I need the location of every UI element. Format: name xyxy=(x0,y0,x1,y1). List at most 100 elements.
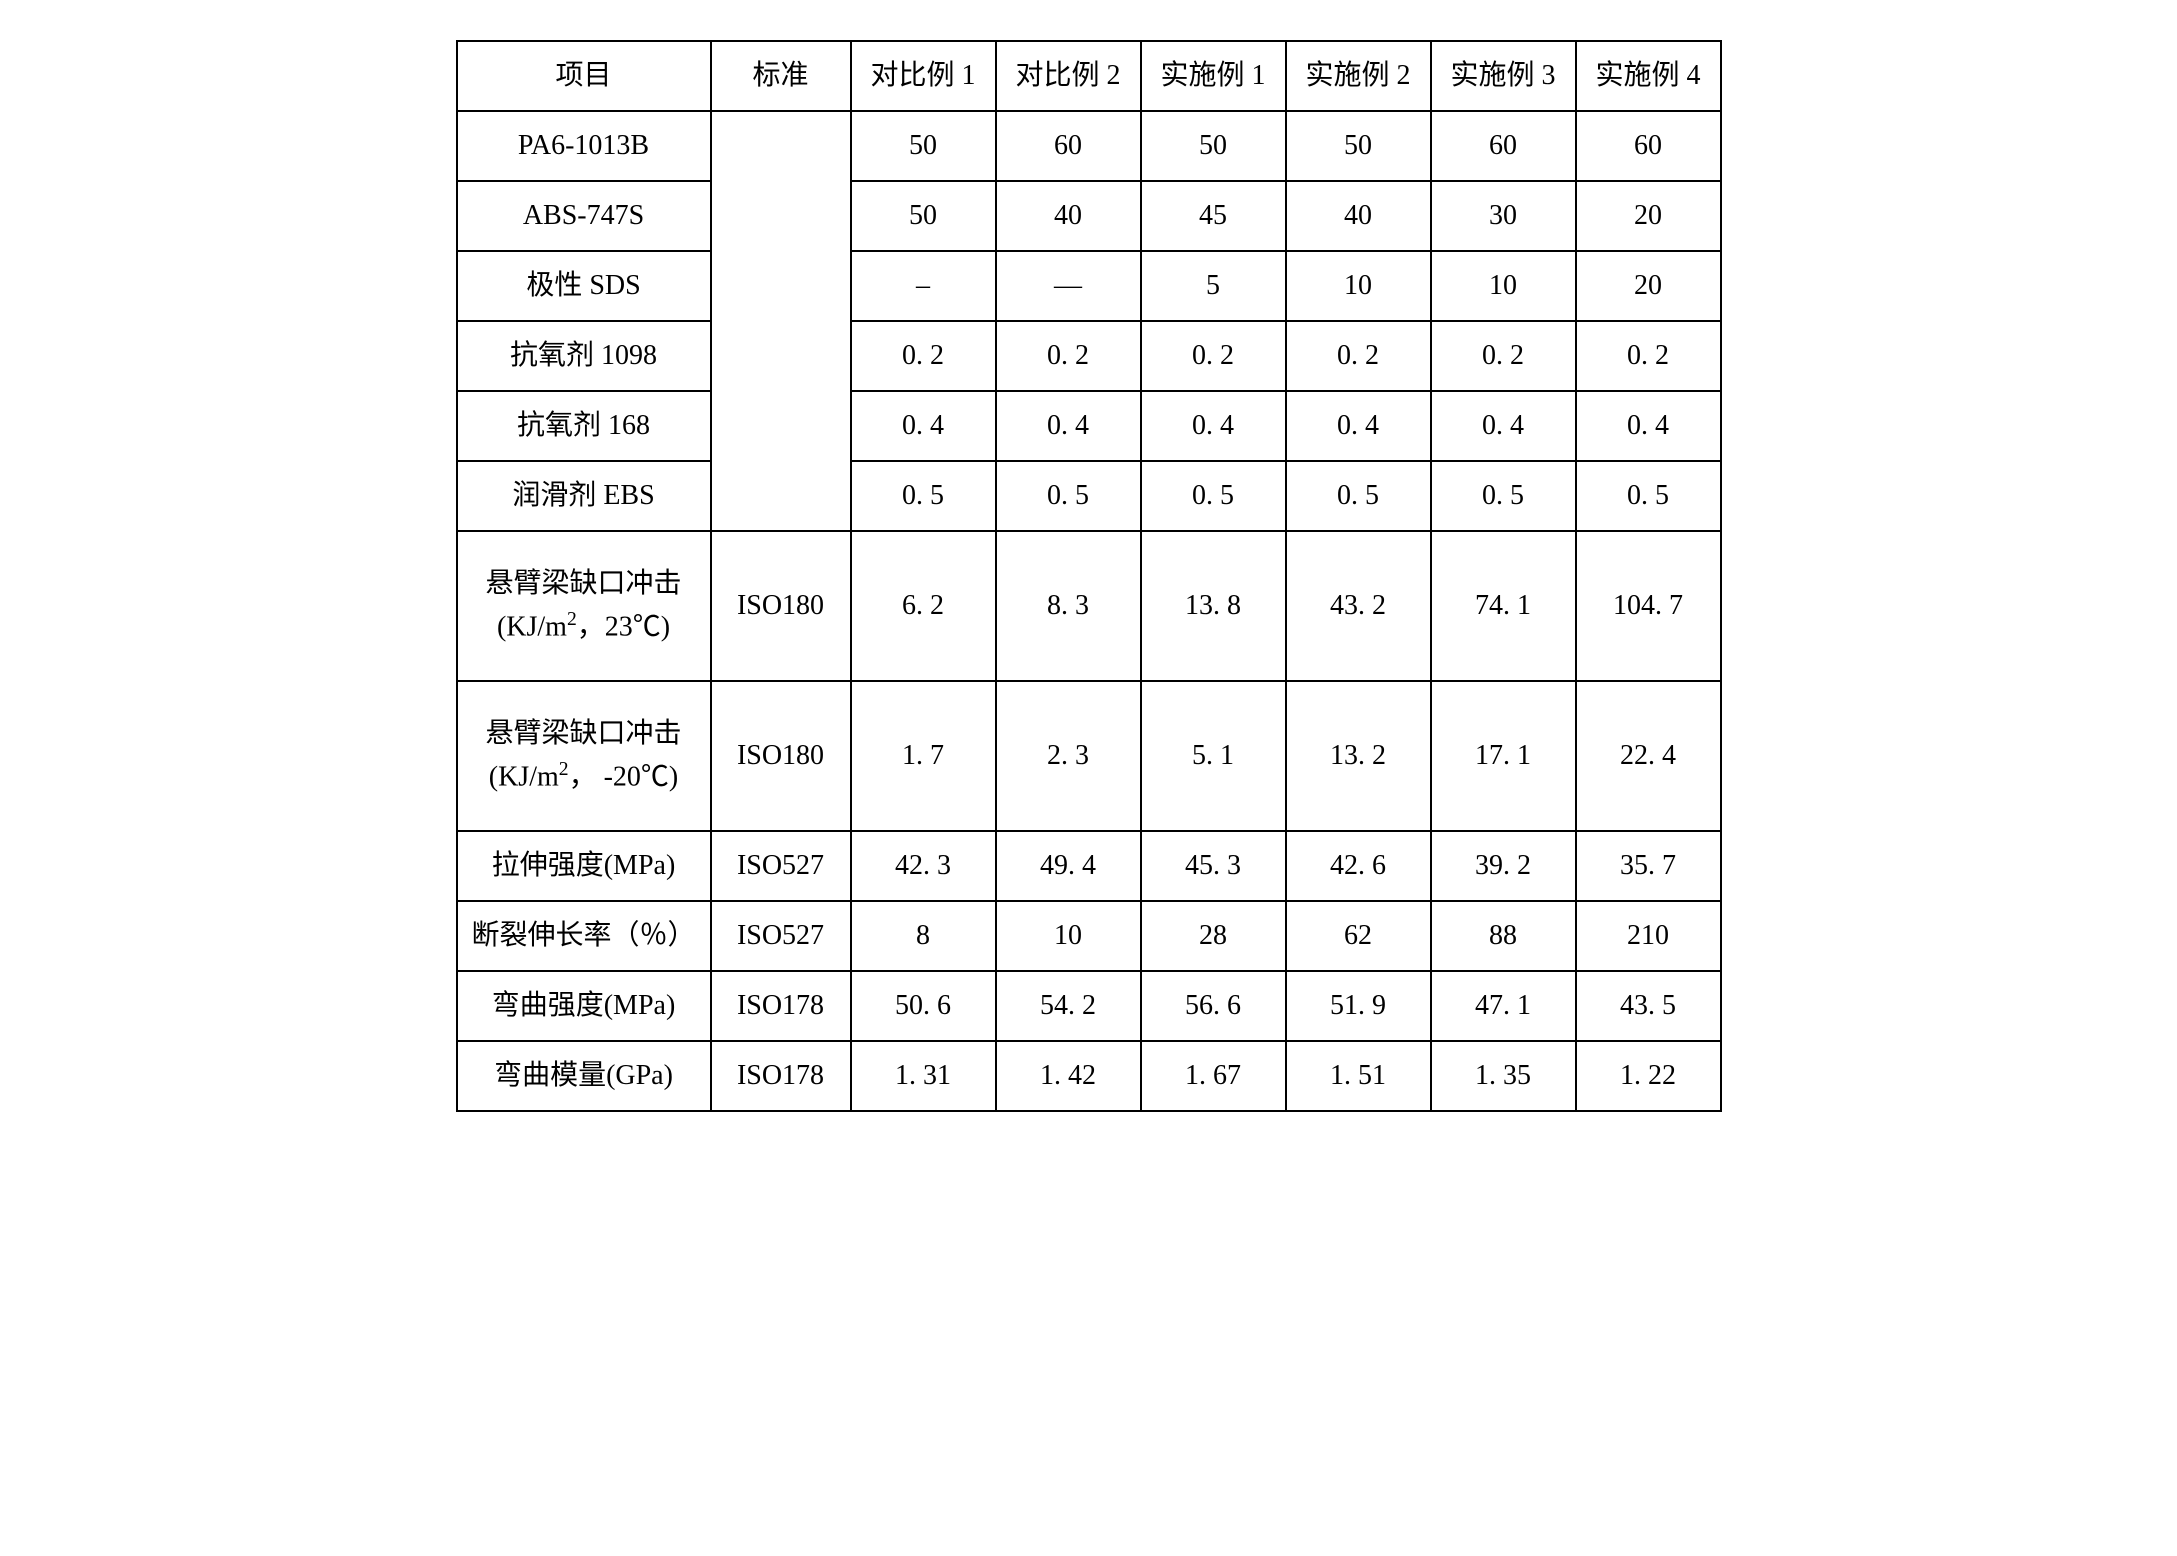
cell-value: 0. 2 xyxy=(1286,321,1431,391)
cell-std: ISO527 xyxy=(711,901,851,971)
col-header-c2: 对比例 2 xyxy=(996,41,1141,111)
cell-value: 0. 4 xyxy=(1431,391,1576,461)
cell-item: 悬臂梁缺口冲击(KJ/m2，23℃) xyxy=(457,531,711,681)
cell-value: 0. 2 xyxy=(1576,321,1721,391)
cell-std: ISO178 xyxy=(711,971,851,1041)
cell-value: 50 xyxy=(851,111,996,181)
table-body: PA6-1013B506050506060ABS-747S50404540302… xyxy=(457,111,1721,1111)
col-header-std: 标准 xyxy=(711,41,851,111)
cell-value: 74. 1 xyxy=(1431,531,1576,681)
data-table: 项目 标准 对比例 1 对比例 2 实施例 1 实施例 2 实施例 3 实施例 … xyxy=(456,40,1722,1112)
cell-value: 47. 1 xyxy=(1431,971,1576,1041)
cell-value: 28 xyxy=(1141,901,1286,971)
cell-value: 5. 1 xyxy=(1141,681,1286,831)
cell-value: 13. 8 xyxy=(1141,531,1286,681)
cell-value: 42. 6 xyxy=(1286,831,1431,901)
cell-value: 88 xyxy=(1431,901,1576,971)
cell-item: 断裂伸长率（％） xyxy=(457,901,711,971)
cell-item: 抗氧剂 1098 xyxy=(457,321,711,391)
col-header-e3: 实施例 3 xyxy=(1431,41,1576,111)
cell-std: ISO527 xyxy=(711,831,851,901)
table-row: 弯曲模量(GPa)ISO1781. 311. 421. 671. 511. 35… xyxy=(457,1041,1721,1111)
cell-value: 50 xyxy=(1141,111,1286,181)
table-row: 抗氧剂 1680. 40. 40. 40. 40. 40. 4 xyxy=(457,391,1721,461)
cell-value: 0. 2 xyxy=(996,321,1141,391)
cell-value: 0. 2 xyxy=(851,321,996,391)
table-row: 弯曲强度(MPa)ISO17850. 654. 256. 651. 947. 1… xyxy=(457,971,1721,1041)
table-row: 极性 SDS–—5101020 xyxy=(457,251,1721,321)
table-row: ABS-747S504045403020 xyxy=(457,181,1721,251)
cell-value: 10 xyxy=(1431,251,1576,321)
cell-value: 50. 6 xyxy=(851,971,996,1041)
cell-value: 10 xyxy=(1286,251,1431,321)
cell-value: 0. 5 xyxy=(1431,461,1576,531)
cell-value: 0. 4 xyxy=(996,391,1141,461)
cell-value: 0. 5 xyxy=(1576,461,1721,531)
cell-item: ABS-747S xyxy=(457,181,711,251)
cell-value: 50 xyxy=(1286,111,1431,181)
cell-value: 0. 5 xyxy=(1286,461,1431,531)
cell-value: 54. 2 xyxy=(996,971,1141,1041)
cell-item: 弯曲强度(MPa) xyxy=(457,971,711,1041)
table-row: 润滑剂 EBS0. 50. 50. 50. 50. 50. 5 xyxy=(457,461,1721,531)
cell-value: 51. 9 xyxy=(1286,971,1431,1041)
cell-value: – xyxy=(851,251,996,321)
cell-value: 45. 3 xyxy=(1141,831,1286,901)
cell-value: 5 xyxy=(1141,251,1286,321)
cell-std: ISO178 xyxy=(711,1041,851,1111)
cell-value: 50 xyxy=(851,181,996,251)
cell-value: 0. 4 xyxy=(1576,391,1721,461)
cell-value: 60 xyxy=(996,111,1141,181)
cell-value: 30 xyxy=(1431,181,1576,251)
cell-value: 2. 3 xyxy=(996,681,1141,831)
cell-value: 40 xyxy=(996,181,1141,251)
cell-value: 210 xyxy=(1576,901,1721,971)
cell-value: 0. 2 xyxy=(1431,321,1576,391)
cell-value: 0. 5 xyxy=(851,461,996,531)
cell-value: 43. 2 xyxy=(1286,531,1431,681)
cell-value: 1. 42 xyxy=(996,1041,1141,1111)
cell-value: 62 xyxy=(1286,901,1431,971)
cell-item: 弯曲模量(GPa) xyxy=(457,1041,711,1111)
cell-item: 极性 SDS xyxy=(457,251,711,321)
cell-value: 8 xyxy=(851,901,996,971)
table-row: 断裂伸长率（％）ISO527810286288210 xyxy=(457,901,1721,971)
cell-value: 0. 5 xyxy=(1141,461,1286,531)
cell-item: PA6-1013B xyxy=(457,111,711,181)
col-header-item: 项目 xyxy=(457,41,711,111)
cell-value: 1. 67 xyxy=(1141,1041,1286,1111)
cell-value: 39. 2 xyxy=(1431,831,1576,901)
cell-value: 56. 6 xyxy=(1141,971,1286,1041)
cell-item: 悬臂梁缺口冲击(KJ/m2， -20℃) xyxy=(457,681,711,831)
cell-value: 1. 51 xyxy=(1286,1041,1431,1111)
col-header-e2: 实施例 2 xyxy=(1286,41,1431,111)
cell-value: 0. 4 xyxy=(1141,391,1286,461)
cell-item: 抗氧剂 168 xyxy=(457,391,711,461)
cell-value: 42. 3 xyxy=(851,831,996,901)
cell-value: 13. 2 xyxy=(1286,681,1431,831)
table-row: 拉伸强度(MPa)ISO52742. 349. 445. 342. 639. 2… xyxy=(457,831,1721,901)
table-row: PA6-1013B506050506060 xyxy=(457,111,1721,181)
cell-value: 20 xyxy=(1576,251,1721,321)
cell-value: — xyxy=(996,251,1141,321)
table-header-row: 项目 标准 对比例 1 对比例 2 实施例 1 实施例 2 实施例 3 实施例 … xyxy=(457,41,1721,111)
cell-value: 60 xyxy=(1431,111,1576,181)
col-header-e4: 实施例 4 xyxy=(1576,41,1721,111)
cell-value: 22. 4 xyxy=(1576,681,1721,831)
cell-value: 8. 3 xyxy=(996,531,1141,681)
cell-value: 45 xyxy=(1141,181,1286,251)
cell-value: 40 xyxy=(1286,181,1431,251)
cell-value: 1. 35 xyxy=(1431,1041,1576,1111)
cell-value: 1. 7 xyxy=(851,681,996,831)
cell-item: 润滑剂 EBS xyxy=(457,461,711,531)
cell-value: 104. 7 xyxy=(1576,531,1721,681)
cell-value: 6. 2 xyxy=(851,531,996,681)
cell-value: 0. 2 xyxy=(1141,321,1286,391)
cell-value: 60 xyxy=(1576,111,1721,181)
cell-value: 1. 22 xyxy=(1576,1041,1721,1111)
col-header-e1: 实施例 1 xyxy=(1141,41,1286,111)
cell-item: 拉伸强度(MPa) xyxy=(457,831,711,901)
cell-std: ISO180 xyxy=(711,681,851,831)
cell-value: 1. 31 xyxy=(851,1041,996,1111)
cell-value: 49. 4 xyxy=(996,831,1141,901)
